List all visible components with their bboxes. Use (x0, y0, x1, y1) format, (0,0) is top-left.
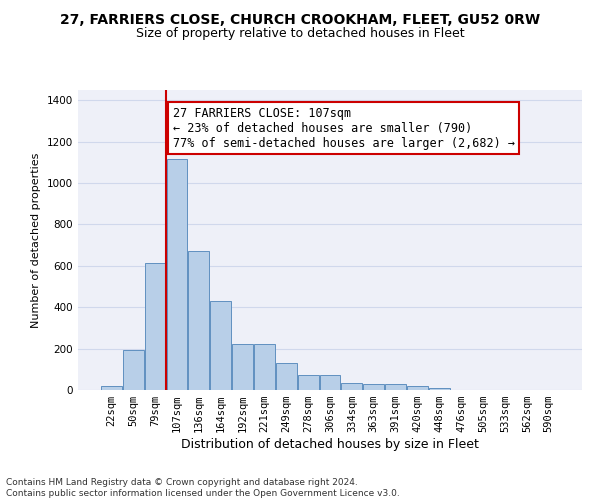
Bar (364, 384, 384, 390)
Bar (320, 375, 340, 390)
Bar (123, 350, 143, 390)
Bar (210, 301, 231, 390)
Bar (101, 386, 122, 390)
Text: Size of property relative to detached houses in Fleet: Size of property relative to detached ho… (136, 28, 464, 40)
Bar (385, 384, 406, 390)
Text: Contains HM Land Registry data © Crown copyright and database right 2024.
Contai: Contains HM Land Registry data © Crown c… (6, 478, 400, 498)
Bar (407, 386, 428, 390)
Bar (167, 160, 187, 390)
Bar (429, 388, 450, 390)
Bar (254, 344, 275, 390)
Text: 27, FARRIERS CLOSE, CHURCH CROOKHAM, FLEET, GU52 0RW: 27, FARRIERS CLOSE, CHURCH CROOKHAM, FLE… (60, 12, 540, 26)
Bar (232, 344, 253, 390)
Bar (298, 375, 319, 390)
Bar (145, 263, 166, 390)
X-axis label: Distribution of detached houses by size in Fleet: Distribution of detached houses by size … (181, 438, 479, 451)
Bar (188, 252, 209, 390)
Y-axis label: Number of detached properties: Number of detached properties (31, 152, 41, 328)
Bar (341, 383, 362, 390)
Bar (276, 363, 296, 390)
Text: 27 FARRIERS CLOSE: 107sqm
← 23% of detached houses are smaller (790)
77% of semi: 27 FARRIERS CLOSE: 107sqm ← 23% of detac… (173, 106, 515, 150)
